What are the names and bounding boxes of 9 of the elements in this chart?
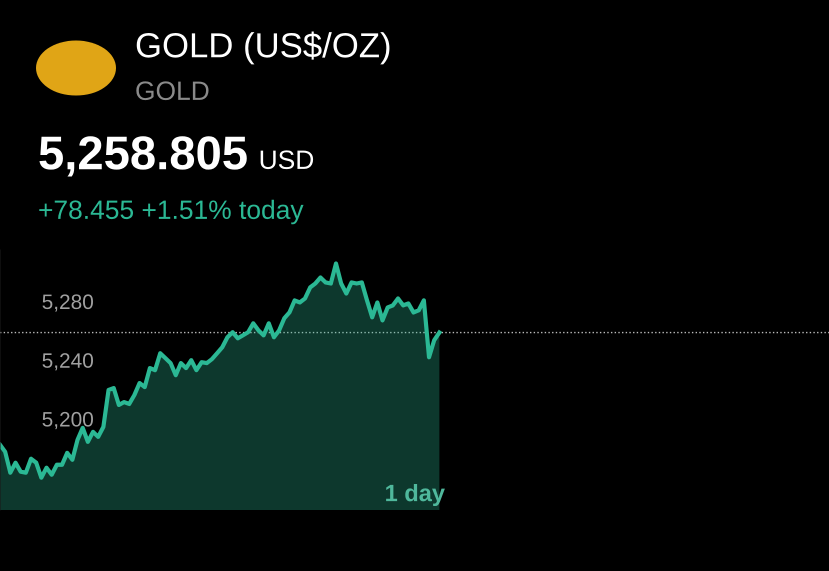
text: 5,258.805 (39, 136, 247, 177)
y-tick-label: 5,240 (42, 353, 93, 370)
y-tick-label: 5,280 (42, 294, 93, 312)
y-tick-label: 5,200 (42, 412, 93, 430)
text: USD (260, 150, 314, 170)
chart-subtitle: GOLD (136, 81, 209, 100)
annotation: 1 day (386, 484, 445, 506)
text: +78.455 +1.51% today (39, 200, 304, 224)
chart-title: GOLD (US$/OZ) (136, 32, 390, 64)
